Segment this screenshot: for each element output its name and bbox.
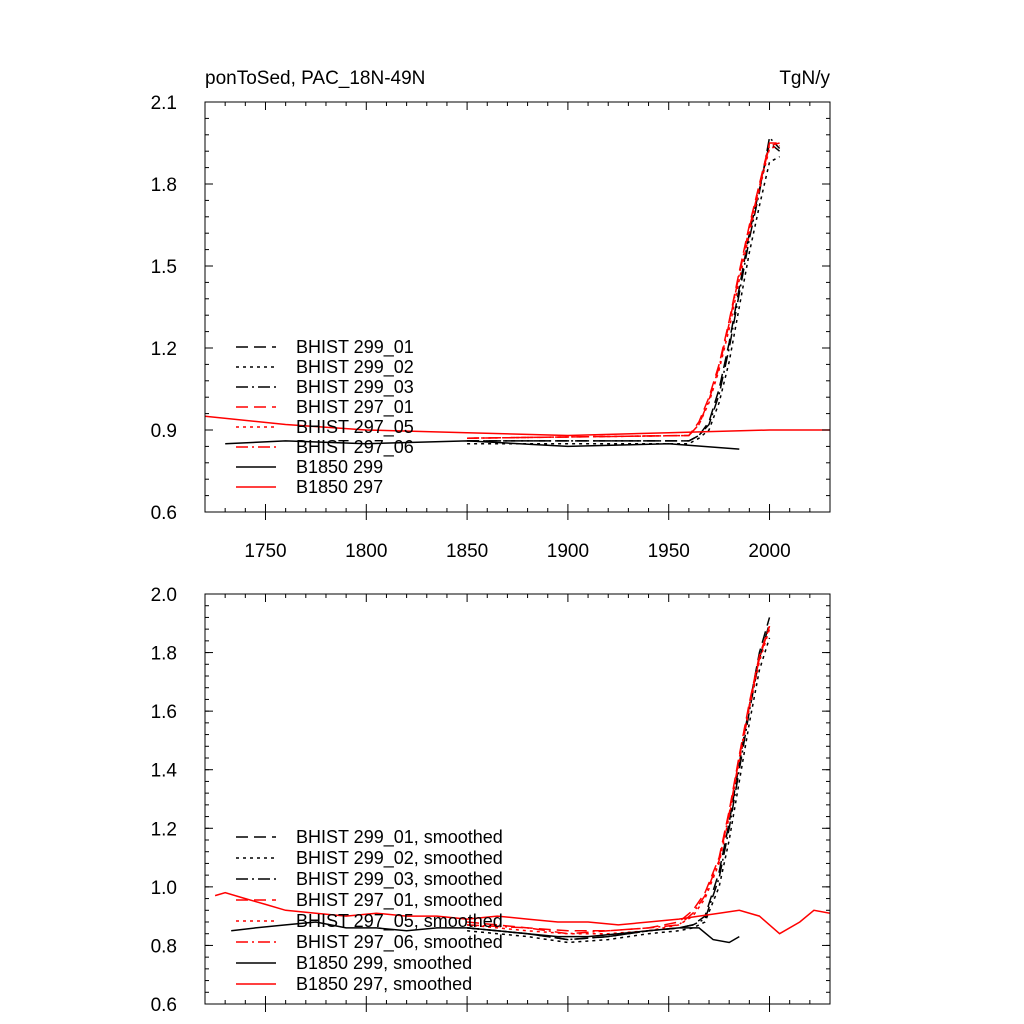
- bottom-y-tick-label: 1.4: [151, 761, 178, 782]
- top-x-tick-label: 2000: [748, 541, 790, 562]
- bottom-plot-frame: [204, 593, 831, 1005]
- top-y-tick-label: 2.1: [151, 93, 177, 114]
- bottom-legend-label-bhist_299_02: BHIST 299_02, smoothed: [296, 848, 503, 869]
- top-series-bhist_297_01: [467, 142, 780, 439]
- top-legend-label-b1850_299: B1850 299: [296, 457, 383, 477]
- top-y-tick-label: 0.9: [151, 421, 177, 442]
- bottom-legend-label-b1850_299: B1850 299, smoothed: [296, 953, 472, 973]
- top-x-tick-label: 1750: [244, 541, 286, 562]
- top-y-tick-label: 1.5: [151, 257, 177, 278]
- title-left: ponToSed, PAC_18N-49N: [205, 68, 425, 89]
- top-legend-label-bhist_297_05: BHIST 297_05: [296, 417, 414, 438]
- bottom-y-tick-label: 2.0: [151, 585, 177, 606]
- top-plot-frame: [204, 101, 831, 513]
- bottom-y-tick-label: 1.0: [151, 878, 177, 899]
- bottom-series-b1850_299: [231, 921, 740, 944]
- top-legend-label-bhist_297_06: BHIST 297_06: [296, 437, 414, 458]
- bottom-y-tick-label: 1.8: [151, 644, 177, 665]
- top-series-bhist_297_06: [467, 142, 780, 439]
- bottom-series-bhist_297_05: [467, 628, 771, 935]
- bottom-series-bhist_299_01: [467, 617, 771, 941]
- top-x-tick-label: 1900: [547, 541, 589, 562]
- bottom-legend-label-bhist_297_06: BHIST 297_06, smoothed: [296, 932, 503, 953]
- bottom-series-bhist_299_02: [467, 637, 771, 944]
- bottom-ticks: 0.6 0.8 1.0 1.2 1.4 1.6 1.8 2.0: [151, 585, 831, 1016]
- top-x-tick-label: 1800: [345, 541, 387, 562]
- top-y-tick-label: 1.8: [151, 175, 177, 196]
- top-x-tick-label: 1950: [648, 541, 690, 562]
- top-ticks: 1750 1800 1850 1900 1950 2000 0.6 0.9 1.2 1.5 1.8 2…: [151, 93, 831, 562]
- top-legend-label-b1850_297: B1850 297: [296, 477, 383, 497]
- top-series-bhist_299_03: [467, 135, 781, 442]
- top-legend-label-bhist_299_03: BHIST 299_03: [296, 377, 414, 398]
- bottom-y-tick-label: 0.8: [151, 936, 177, 957]
- bottom-legend-label-bhist_299_03: BHIST 299_03, smoothed: [296, 869, 503, 890]
- top-x-tick-label: 1850: [446, 541, 488, 562]
- bottom-legend-label-b1850_297: B1850 297, smoothed: [296, 974, 472, 994]
- title-right: TgN/y: [779, 68, 830, 89]
- bottom-series-bhist_299_03: [467, 623, 771, 941]
- top-series-group: [205, 135, 830, 450]
- top-y-tick-label: 1.2: [151, 339, 177, 360]
- top-legend-label-bhist_299_02: BHIST 299_02: [296, 357, 414, 378]
- bottom-legend-label-bhist_297_01: BHIST 297_01, smoothed: [296, 890, 503, 911]
- bottom-series-b1850_297: [214, 891, 830, 935]
- bottom-panel: 0.6 0.8 1.0 1.2 1.4 1.6 1.8 2.0 BHIST 299_01, s…: [151, 585, 831, 1016]
- bottom-legend-label-bhist_297_05: BHIST 297_05, smoothed: [296, 911, 503, 932]
- bottom-legend-label-bhist_299_01: BHIST 299_01, smoothed: [296, 827, 503, 848]
- bottom-y-tick-label: 1.2: [151, 819, 177, 840]
- top-series-b1850_299: [225, 440, 740, 450]
- top-legend-label-bhist_297_01: BHIST 297_01: [296, 397, 414, 418]
- top-panel: 1750 1800 1850 1900 1950 2000 0.6 0.9 1.2 1.5 1.8 2…: [151, 93, 831, 562]
- bottom-series-group: [214, 617, 830, 944]
- top-series-bhist_299_01: [467, 141, 781, 442]
- top-series-bhist_299_02: [467, 156, 780, 445]
- bottom-y-tick-label: 0.6: [151, 995, 177, 1016]
- top-legend-label-bhist_299_01: BHIST 299_01: [296, 337, 414, 358]
- bottom-y-tick-label: 1.6: [151, 702, 177, 723]
- top-y-tick-label: 0.6: [151, 503, 177, 524]
- top-series-b1850_297: [205, 415, 830, 437]
